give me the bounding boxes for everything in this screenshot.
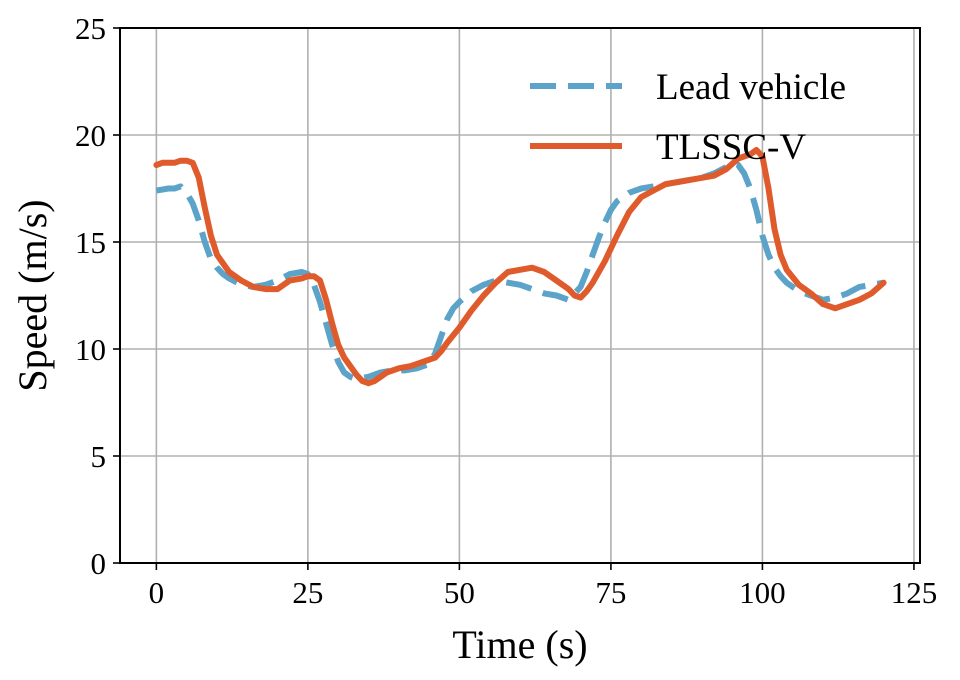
y-tick-label: 25 (75, 11, 106, 46)
y-tick-label: 15 (75, 225, 106, 260)
x-tick-label: 125 (891, 575, 938, 610)
x-tick-label: 100 (739, 575, 786, 610)
plot-frame (119, 27, 921, 564)
y-tick-label: 0 (91, 546, 107, 581)
grid (120, 27, 920, 564)
y-tick-label: 5 (91, 439, 107, 474)
legend-label-lead-vehicle: Lead vehicle (656, 67, 846, 108)
series-layer (153, 147, 887, 387)
x-tick-label: 75 (595, 575, 626, 610)
legend-label-tlssc-v: TLSSC-V (656, 127, 806, 168)
y-tick-label: 10 (75, 332, 106, 367)
series-line-tlssc-v (153, 147, 887, 387)
x-tick-label: 50 (444, 575, 475, 610)
x-tick-label: 25 (292, 575, 323, 610)
y-axis-title: Speed (m/s) (10, 199, 55, 391)
legend: Lead vehicle TLSSC-V (530, 67, 846, 168)
axis-ticks: 0 25 50 75 100 125 0 5 10 15 20 25 (75, 11, 937, 610)
x-tick-label: 0 (149, 575, 165, 610)
x-axis-title: Time (s) (452, 622, 587, 667)
y-tick-label: 20 (75, 118, 106, 153)
